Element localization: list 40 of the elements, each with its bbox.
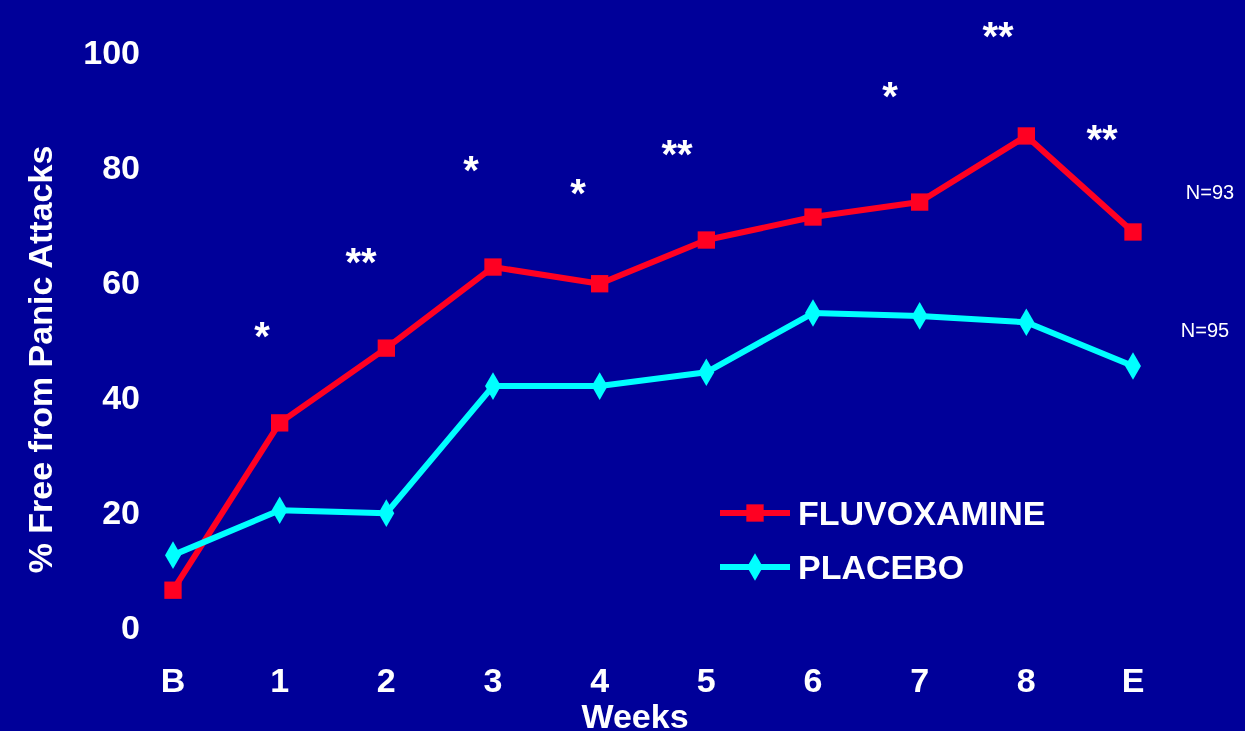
annotation: ** — [661, 132, 693, 176]
point — [804, 208, 822, 226]
point — [164, 581, 182, 599]
point — [697, 231, 715, 249]
legend-label: FLUVOXAMINE — [798, 493, 1046, 532]
annotation: ** — [982, 14, 1014, 58]
annotation: ** — [345, 240, 377, 284]
point — [1124, 223, 1142, 241]
x-tick-label: 8 — [1016, 660, 1036, 699]
x-axis-title: Weeks — [581, 696, 689, 731]
x-tick-label: 4 — [590, 660, 610, 699]
point — [911, 193, 929, 211]
x-tick-label: B — [160, 660, 186, 699]
y-axis-title: % Free from Panic Attacks — [20, 145, 59, 574]
point — [484, 258, 502, 276]
y-tick-label: 60 — [102, 262, 140, 301]
point — [1017, 127, 1035, 145]
y-tick-label: 20 — [102, 492, 140, 531]
x-tick-label: 2 — [376, 660, 396, 699]
y-tick-label: 0 — [121, 607, 140, 646]
x-tick-label: E — [1121, 660, 1145, 699]
x-tick-label: 3 — [483, 660, 503, 699]
legend-label: PLACEBO — [798, 547, 965, 586]
annotation: * — [882, 74, 899, 118]
point — [591, 275, 609, 293]
y-tick-label: 80 — [102, 147, 140, 186]
annotation: * — [570, 171, 587, 215]
annotation: * — [463, 148, 480, 192]
y-tick-label: 100 — [83, 32, 140, 71]
annotation: N=95 — [1180, 319, 1230, 341]
point — [271, 414, 289, 432]
x-tick-label: 7 — [910, 660, 930, 699]
point — [377, 339, 395, 357]
annotation: * — [254, 314, 271, 358]
x-tick-label: 5 — [696, 660, 716, 699]
y-tick-label: 40 — [102, 377, 140, 416]
x-tick-label: 6 — [803, 660, 823, 699]
annotation: ** — [1086, 117, 1118, 161]
annotation: N=93 — [1185, 181, 1235, 203]
x-tick-label: 1 — [270, 660, 290, 699]
